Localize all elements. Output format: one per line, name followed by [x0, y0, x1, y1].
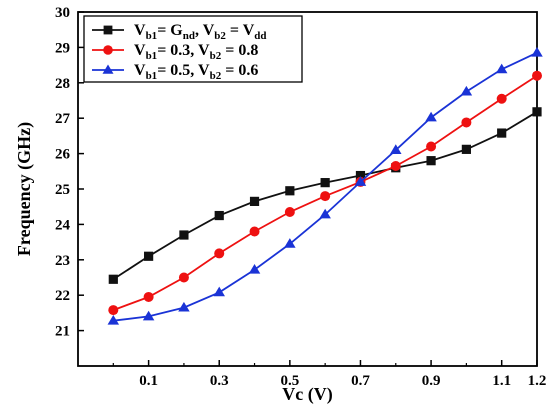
x-tick-label: 1.2 [528, 373, 547, 389]
data-point [213, 286, 225, 297]
y-tick-label: 25 [55, 182, 70, 198]
data-point [425, 111, 437, 122]
y-axis-title: Frequency (GHz) [14, 122, 35, 256]
y-tick-label: 21 [55, 324, 70, 340]
data-point [179, 230, 189, 240]
data-point [320, 191, 331, 202]
data-point [320, 178, 330, 188]
y-tick-label: 22 [55, 288, 70, 304]
x-tick-label: 0.9 [422, 373, 441, 389]
data-point [178, 301, 190, 312]
y-tick-label: 30 [55, 5, 70, 21]
x-tick-label: 0.7 [351, 373, 370, 389]
data-point [390, 160, 401, 171]
data-point [531, 46, 543, 57]
data-point [144, 251, 154, 261]
data-point [214, 248, 225, 259]
legend-label: Vb1= Gnd, Vb2 = Vdd [134, 22, 267, 42]
data-point [426, 141, 437, 152]
data-point [355, 170, 366, 181]
x-tick-label: 0.3 [210, 373, 229, 389]
y-tick-label: 28 [55, 76, 70, 92]
y-tick-label: 29 [55, 40, 70, 56]
data-point [354, 176, 367, 186]
x-tick-label: 0.5 [280, 373, 299, 389]
data-point [532, 107, 542, 117]
data-point [214, 210, 224, 221]
data-point [460, 85, 473, 96]
data-point [142, 310, 155, 321]
data-point [461, 117, 472, 128]
x-axis-title: Vc (V) [282, 384, 332, 405]
legend-label: Vb1= 0.3, Vb2 = 0.8 [134, 42, 258, 62]
data-point [284, 238, 296, 248]
data-point [319, 208, 331, 219]
series-group [107, 46, 543, 325]
data-point [285, 186, 295, 196]
data-point [461, 144, 471, 154]
series-triangle [107, 46, 543, 325]
data-point [108, 274, 118, 284]
data-point [249, 196, 260, 206]
data-point [284, 207, 295, 218]
x-tick-label: 1.1 [492, 373, 511, 389]
data-point [143, 291, 154, 302]
legend-item: Vb1= Gnd, Vb2 = Vdd [92, 22, 267, 42]
x-tick-label: 0.1 [139, 373, 158, 389]
data-point [178, 272, 189, 283]
y-tick-label: 27 [55, 111, 71, 127]
data-point [495, 63, 508, 74]
axis-ticks: 0.1 0.3 0.5 0.7 0.9 1.1 1.2 21 22 23 24 25 26 27 28 29 3… [55, 5, 546, 389]
legend-marker [103, 25, 113, 35]
data-point [108, 305, 119, 316]
data-point [107, 314, 120, 325]
data-point [532, 70, 542, 81]
data-point [248, 263, 261, 274]
y-tick-label: 26 [55, 147, 71, 163]
legend-item: Vb1= 0.3, Vb2 = 0.8 [92, 42, 258, 62]
y-tick-label: 24 [55, 217, 71, 233]
series-circle [108, 70, 542, 316]
y-tick-label: 23 [55, 253, 70, 269]
data-point [496, 93, 507, 104]
legend-marker [102, 64, 114, 74]
legend-box [83, 15, 303, 83]
data-point [426, 156, 436, 166]
data-point [249, 226, 260, 237]
legend-marker [103, 45, 113, 55]
legend-label: Vb1= 0.5, Vb2 = 0.6 [134, 62, 258, 82]
legend-item: Vb1= 0.5, Vb2 = 0.6 [92, 62, 258, 82]
data-point [497, 128, 507, 138]
data-point [390, 144, 402, 154]
